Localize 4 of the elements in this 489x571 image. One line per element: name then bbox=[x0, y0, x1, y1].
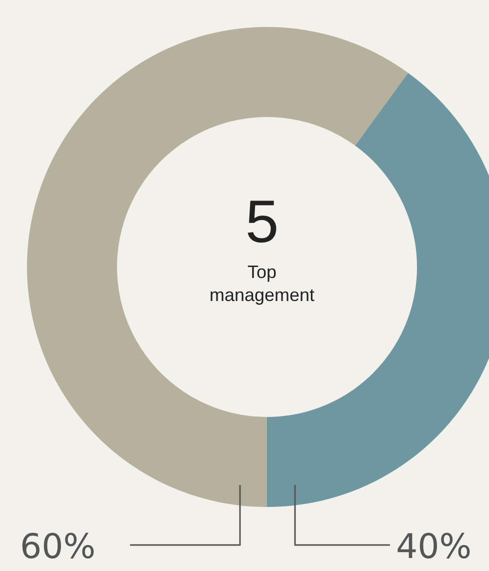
text: 5 bbox=[245, 188, 279, 255]
data-label: 60% bbox=[20, 527, 96, 567]
data-label: 40% bbox=[396, 527, 472, 567]
text: Top management bbox=[209, 262, 315, 305]
